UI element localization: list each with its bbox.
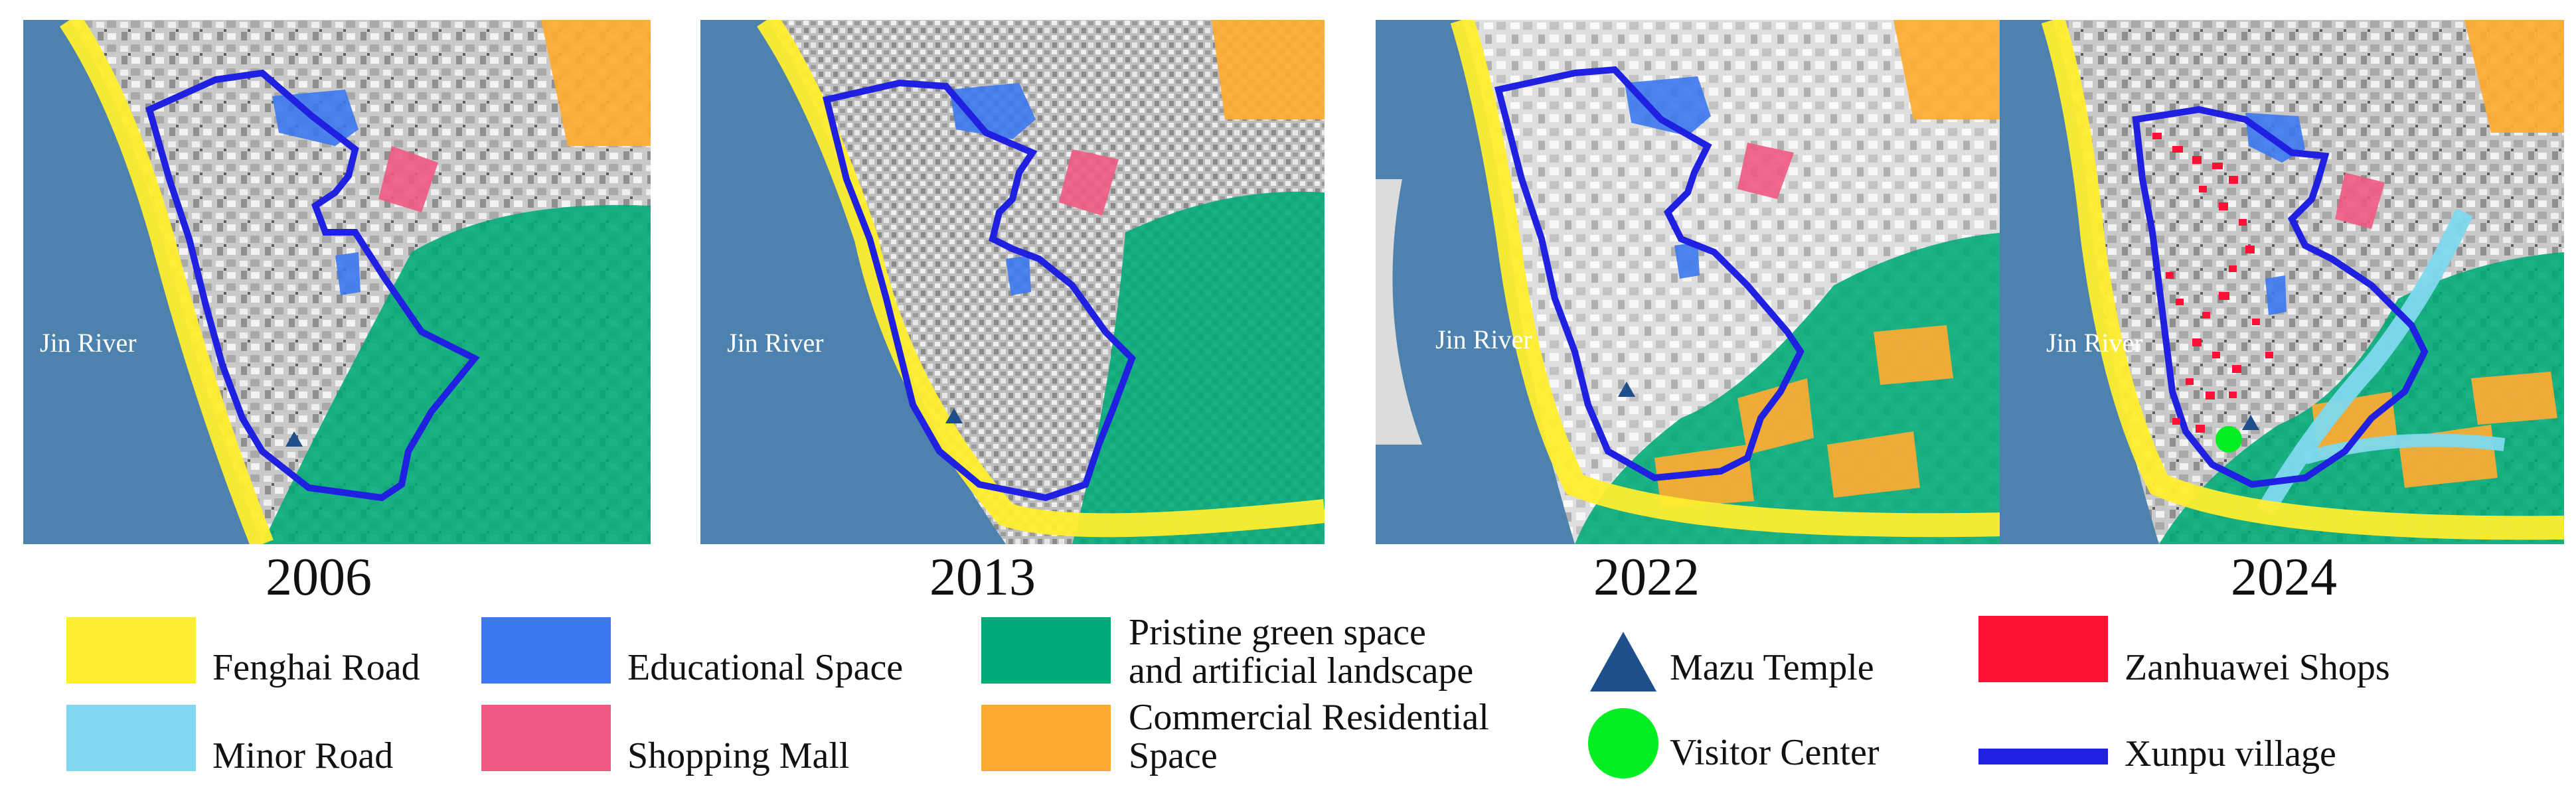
legend-label-visitor-center: Visitor Center [1670, 732, 1880, 773]
legend-label-zanhuawei-shops: Zanhuawei Shops [2125, 647, 2390, 688]
legend-swatch-minor-road [66, 705, 196, 771]
visitor-center-marker [2215, 426, 2242, 453]
legend-swatch-mazu-temple [1590, 632, 1656, 692]
mazu-temple-marker [945, 408, 963, 423]
legend-label-shopping-mall: Shopping Mall [627, 735, 850, 776]
river-label: Jin River [727, 328, 824, 358]
legend-label-green-space-line2: and artificial landscape [1129, 650, 1474, 692]
map-panel-2024: Jin River [2000, 20, 2564, 544]
legend-swatch-commercial [981, 705, 1111, 771]
legend-label-green-space-line1: Pristine green space [1129, 612, 1426, 653]
legend-label-mazu-temple: Mazu Temple [1670, 647, 1874, 688]
legend-label-minor-road: Minor Road [212, 735, 394, 776]
legend-swatch-shopping-mall [481, 705, 611, 771]
legend-swatch-xunpu-village [1978, 749, 2108, 765]
map-panel-2022: Jin River [1376, 20, 2006, 544]
year-label-2013: 2013 [929, 548, 1036, 607]
year-label-2006: 2006 [266, 548, 372, 607]
mazu-temple-marker [2242, 415, 2259, 430]
legend-swatch-green-space [981, 617, 1111, 684]
map-panel-2006: Jin River [23, 20, 651, 544]
river-label: Jin River [1435, 325, 1532, 354]
mazu-temple-marker [1618, 382, 1635, 397]
river-label: Jin River [2046, 328, 2143, 358]
legend-swatch-visitor-center [1588, 708, 1658, 778]
map-legend: Fenghai Road Minor Road Educational Spac… [0, 597, 2576, 796]
zanhuawei-shops-cluster [2152, 133, 2273, 433]
legend-swatch-fenghai-road [66, 617, 196, 684]
year-label-2024: 2024 [2231, 548, 2337, 607]
map-panel-2013: Jin River [700, 20, 1325, 544]
mazu-temple-marker [285, 431, 303, 447]
legend-label-commercial-line2: Space [1129, 735, 1218, 776]
year-label-2022: 2022 [1593, 548, 1700, 607]
legend-swatch-educational-space [481, 617, 611, 684]
legend-swatch-zanhuawei-shops [1978, 616, 2108, 682]
legend-label-commercial-line1: Commercial Residential [1129, 697, 1489, 738]
legend-label-xunpu-village: Xunpu village [2125, 733, 2336, 774]
river-label: Jin River [40, 328, 137, 358]
legend-label-educational-space: Educational Space [627, 647, 904, 688]
legend-label-fenghai-road: Fenghai Road [212, 647, 420, 688]
